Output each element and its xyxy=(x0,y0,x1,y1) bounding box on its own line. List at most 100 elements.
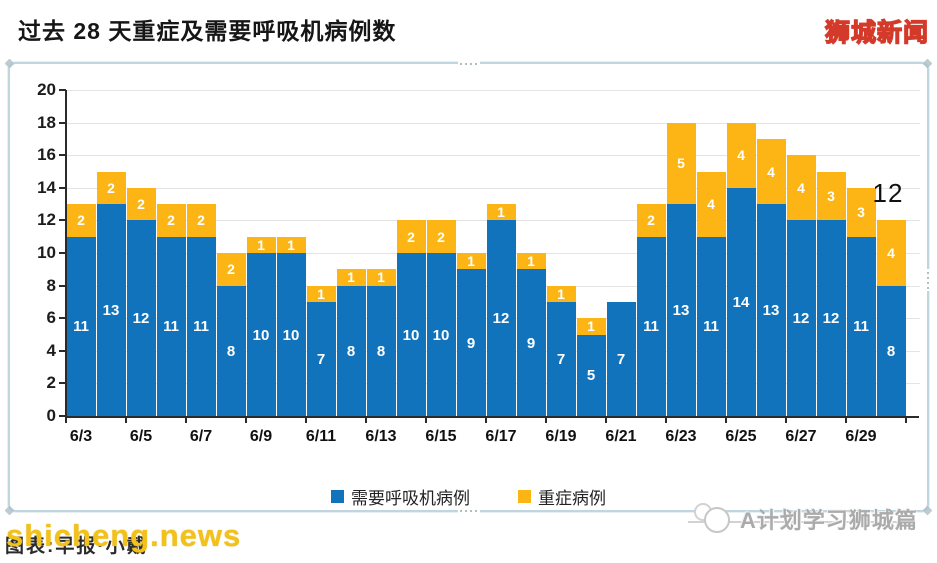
bar-value-label-ventilator: 7 xyxy=(316,350,326,368)
drag-handle-top-icon[interactable] xyxy=(457,60,480,67)
bar-value-label-severe: 2 xyxy=(137,196,145,213)
bar-6/29: 3 11 xyxy=(846,90,876,416)
bar-value-label-severe: 1 xyxy=(287,236,295,253)
bar-value-label-ventilator: 10 xyxy=(402,326,420,344)
bar-segment-ventilator xyxy=(366,285,396,416)
bar-value-label-severe: 4 xyxy=(707,196,715,213)
page-title: 过去 28 天重症及需要呼吸机病例数 xyxy=(18,18,397,44)
x-axis-tick-label: 6/19 xyxy=(545,428,577,445)
x-axis-tick-label: 6/11 xyxy=(305,428,337,445)
x-axis-tick xyxy=(425,416,427,423)
bar-value-label-severe: 2 xyxy=(197,212,205,229)
bar-value-label-ventilator: 9 xyxy=(466,334,476,352)
bar-value-label-ventilator: 12 xyxy=(132,310,150,328)
bar-segment-severe xyxy=(726,122,756,188)
bar-6/6: 2 11 xyxy=(156,90,186,416)
legend-item-ventilator: 需要呼吸机病例 xyxy=(331,484,470,509)
bar-segment-severe xyxy=(396,220,426,253)
bar-segment-severe xyxy=(246,236,276,253)
x-axis-tick xyxy=(545,416,547,423)
channel-watermark-text: A计划学习狮城篇 xyxy=(740,508,918,533)
bar-segment-severe xyxy=(576,318,606,335)
bar-value-label-ventilator: 8 xyxy=(346,342,356,360)
y-axis-tick xyxy=(59,252,66,254)
grid-line xyxy=(65,122,920,124)
x-axis-tick-label: 6/13 xyxy=(365,428,397,445)
bar-value-label-severe: 5 xyxy=(677,155,685,172)
channel-watermark: A计划学习狮城篇 xyxy=(694,503,918,535)
bar-segment-severe xyxy=(66,204,96,237)
legend-swatch-blue-icon xyxy=(331,490,344,503)
x-axis-tick xyxy=(185,416,187,423)
site-watermark: shicheng.news xyxy=(6,518,242,553)
grid-line xyxy=(65,187,920,189)
chart-credit-text: 图表:早报·小戴 xyxy=(5,536,148,557)
bar-segment-severe xyxy=(96,171,126,205)
bar-value-label-severe: 3 xyxy=(857,204,865,221)
bar-segment-severe xyxy=(816,171,846,221)
legend-item-severe: 重症病例 xyxy=(518,484,606,509)
y-axis-tick xyxy=(59,89,66,91)
bar-segment-ventilator xyxy=(816,220,846,416)
y-axis-line xyxy=(65,90,67,416)
x-axis-tick xyxy=(305,416,307,423)
bar-value-label-ventilator: 13 xyxy=(102,302,120,320)
bar-segment-severe xyxy=(216,253,246,286)
grid-line xyxy=(65,155,920,157)
bar-value-label-ventilator: 7 xyxy=(616,350,626,368)
bar-value-label-severe: 1 xyxy=(257,236,265,253)
bar-value-label-ventilator: 10 xyxy=(252,326,270,344)
bar-segment-severe xyxy=(876,220,906,286)
x-axis-line xyxy=(65,416,919,418)
bar-segment-ventilator xyxy=(636,236,666,416)
chart-legend: 需要呼吸机病例 重症病例 xyxy=(10,484,927,509)
bar-6/14: 2 10 xyxy=(396,90,426,416)
bar-value-label-severe: 4 xyxy=(887,245,895,261)
bar-segment-severe xyxy=(306,285,336,302)
x-axis-tick xyxy=(365,416,367,423)
bar-value-label-severe: 3 xyxy=(827,187,835,204)
bar-value-label-severe: 2 xyxy=(437,228,445,245)
bar-6/9: 1 10 xyxy=(246,90,276,416)
bar-value-label-ventilator: 11 xyxy=(853,318,869,336)
y-axis-tick xyxy=(59,349,66,352)
drag-handle-bottom-icon[interactable] xyxy=(457,507,480,514)
bar-6/27: 4 12 xyxy=(786,90,816,416)
mascot-icon xyxy=(694,503,734,535)
x-axis-tick xyxy=(65,416,67,423)
bar-segment-severe xyxy=(666,122,696,205)
y-axis-tick-label: 8 xyxy=(46,275,56,295)
chart-panel[interactable]: 0 2 4 6 8 10 12 14 16 18 20 2 11 2 13 2 12 2 11 2 11 2 8 1 10 1 10… xyxy=(4,58,933,516)
bar-segment-severe xyxy=(156,204,186,237)
bar-segment-severe xyxy=(786,155,816,221)
bar-value-label-ventilator: 8 xyxy=(886,342,896,360)
y-axis-tick xyxy=(59,284,66,287)
x-axis-tick xyxy=(725,416,727,423)
bar-value-label-ventilator: 11 xyxy=(73,318,89,336)
bar-value-label-ventilator: 11 xyxy=(193,318,209,336)
brand-logo: 狮城新闻 xyxy=(824,18,929,47)
y-axis-tick-label: 6 xyxy=(46,308,56,328)
y-axis-tick-label: 0 xyxy=(46,406,56,425)
bar-segment-ventilator xyxy=(576,334,606,416)
drag-handle-right-icon[interactable] xyxy=(924,269,931,292)
bar-value-label-ventilator: 12 xyxy=(492,310,510,328)
x-axis-tick-label: 6/15 xyxy=(425,428,457,445)
bar-value-label-ventilator: 7 xyxy=(556,350,566,368)
x-axis-tick-label: 6/23 xyxy=(665,428,697,445)
bar-value-label-severe: 1 xyxy=(467,253,475,270)
bar-segment-ventilator xyxy=(96,204,126,416)
bar-segment-ventilator xyxy=(786,220,816,416)
bar-segment-ventilator xyxy=(546,301,576,416)
bar-6/7: 2 11 xyxy=(186,90,216,416)
bar-value-label-ventilator: 11 xyxy=(703,318,719,336)
resize-handle-topright-icon[interactable] xyxy=(922,58,933,69)
resize-handle-topleft-icon[interactable] xyxy=(4,58,15,69)
bar-segment-ventilator xyxy=(726,187,756,416)
bar-segment-ventilator xyxy=(336,285,366,416)
bar-segment-severe xyxy=(756,138,786,205)
bar-value-label-severe: 1 xyxy=(587,318,595,335)
